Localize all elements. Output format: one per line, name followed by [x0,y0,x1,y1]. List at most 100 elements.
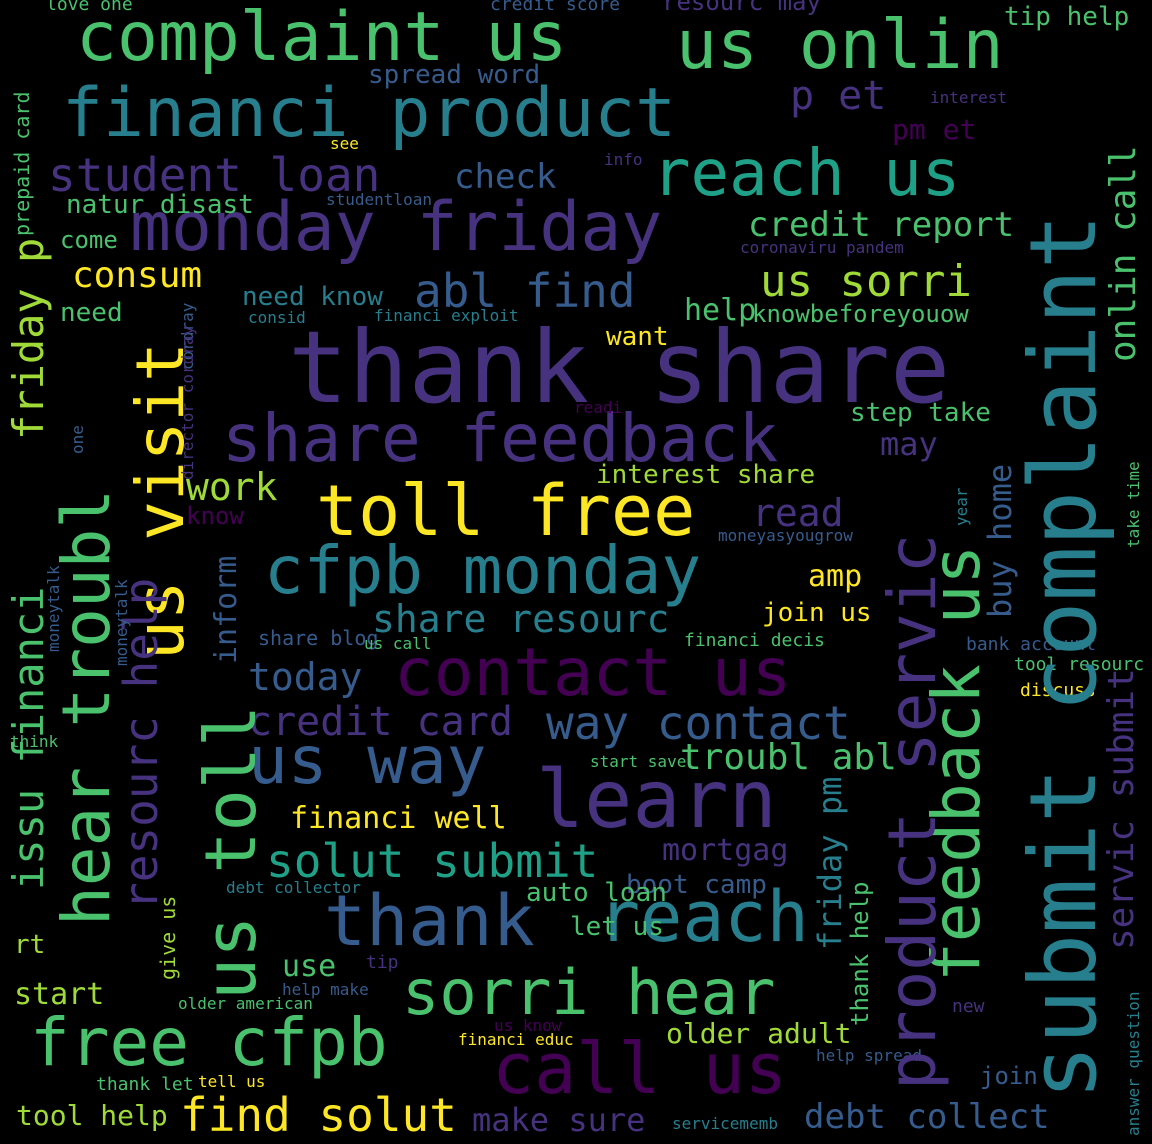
word: one [68,425,87,454]
word: thank share [288,309,951,426]
word: pm et [892,113,977,146]
word: knowbeforeyouow [752,300,969,328]
word: financi product [62,74,677,153]
word: buy home [981,463,1019,618]
word: share blog [258,626,379,650]
word: let us [570,912,664,942]
word: sorri hear [402,956,776,1029]
word: credit report [748,205,1015,245]
word: cfpb monday [264,532,702,609]
word: give us [156,895,180,980]
word: learn [536,753,777,846]
word: tip help [1004,2,1130,32]
word: contact us [394,634,792,711]
word: financi decis [684,630,825,651]
word: bank account [966,634,1097,655]
word: natur disast [66,190,254,220]
word: us toll [190,704,272,1000]
word: interest [930,88,1008,107]
word: inform [209,555,244,664]
word: us know [494,1016,562,1035]
word: use [282,949,337,984]
word: financi well [290,801,507,836]
word: interest share [596,460,816,490]
word: financi exploit [374,306,519,325]
word: older american [178,994,313,1013]
word: us sorri [760,256,972,307]
word: reach us [652,137,961,211]
word: us way [248,722,487,799]
word: debt collect [804,1097,1050,1137]
word: submit complaint [1010,213,1117,1100]
word: thank let [96,1074,194,1095]
word: thank help [846,881,874,1027]
word: info [604,150,643,169]
word: answer question [1124,991,1143,1137]
word: think [10,732,59,751]
word: tip [366,952,399,973]
word: moneytalk [44,565,63,652]
word: need know [242,282,383,312]
word: love one [46,0,133,15]
word: discuss [1020,680,1096,701]
word: way contact [546,696,851,750]
word: spread word [368,60,541,90]
word: onlin call [1103,145,1144,362]
word: year [952,487,971,526]
word: servicememb [672,1114,778,1133]
word: share resourc [372,597,670,641]
word: troubl abl [680,737,897,778]
word: reach [598,876,809,958]
word: join us [762,598,872,628]
word: join [980,1062,1038,1090]
word: product servic [874,533,951,1090]
word: help [684,293,757,328]
word: studentloan [326,190,432,209]
word: coronaviru pandem [740,238,904,257]
word: tool help [16,1099,168,1132]
word: need [60,298,123,328]
word: p et [790,73,887,119]
word: mortgag [662,833,789,868]
word: take time [1124,461,1143,548]
word: director cordray [178,325,197,480]
word: amp [808,559,863,594]
word: servic submit [1101,668,1142,950]
word: call us [492,1028,788,1110]
word: credit card [248,699,513,745]
word: know [186,502,244,530]
word: us onlin [676,6,1004,85]
word: friday pm [811,776,849,950]
word: check [454,157,557,197]
word: tell us [198,1072,266,1091]
word: make sure [472,1101,646,1139]
word: rt [14,930,46,960]
word: come [60,226,118,254]
word: debt collector [226,878,361,897]
word: older adult [666,1017,852,1050]
word: financi educ [458,1030,574,1049]
word: consum [72,255,203,296]
word: share feedback [222,400,779,477]
word: thank [324,880,535,962]
word: resourc may [662,0,821,16]
word: monday friday [130,188,663,267]
word: prepaid card [10,91,34,237]
word: moneyasyougrow [718,526,853,545]
word: moneytalk [112,579,131,666]
word: read [752,491,844,535]
word: work [186,465,278,509]
word: see [330,134,359,153]
word: boot camp [626,870,767,900]
word: free cfpb [30,1004,388,1081]
word: want [606,322,669,352]
word: readi [574,398,623,417]
word: today [248,655,363,699]
word: complaint us [76,0,568,77]
word: step take [850,398,991,428]
word: help spread [816,1046,922,1065]
word: credit score [490,0,621,15]
word: solut submit [266,834,599,888]
word: toll free [316,470,696,552]
